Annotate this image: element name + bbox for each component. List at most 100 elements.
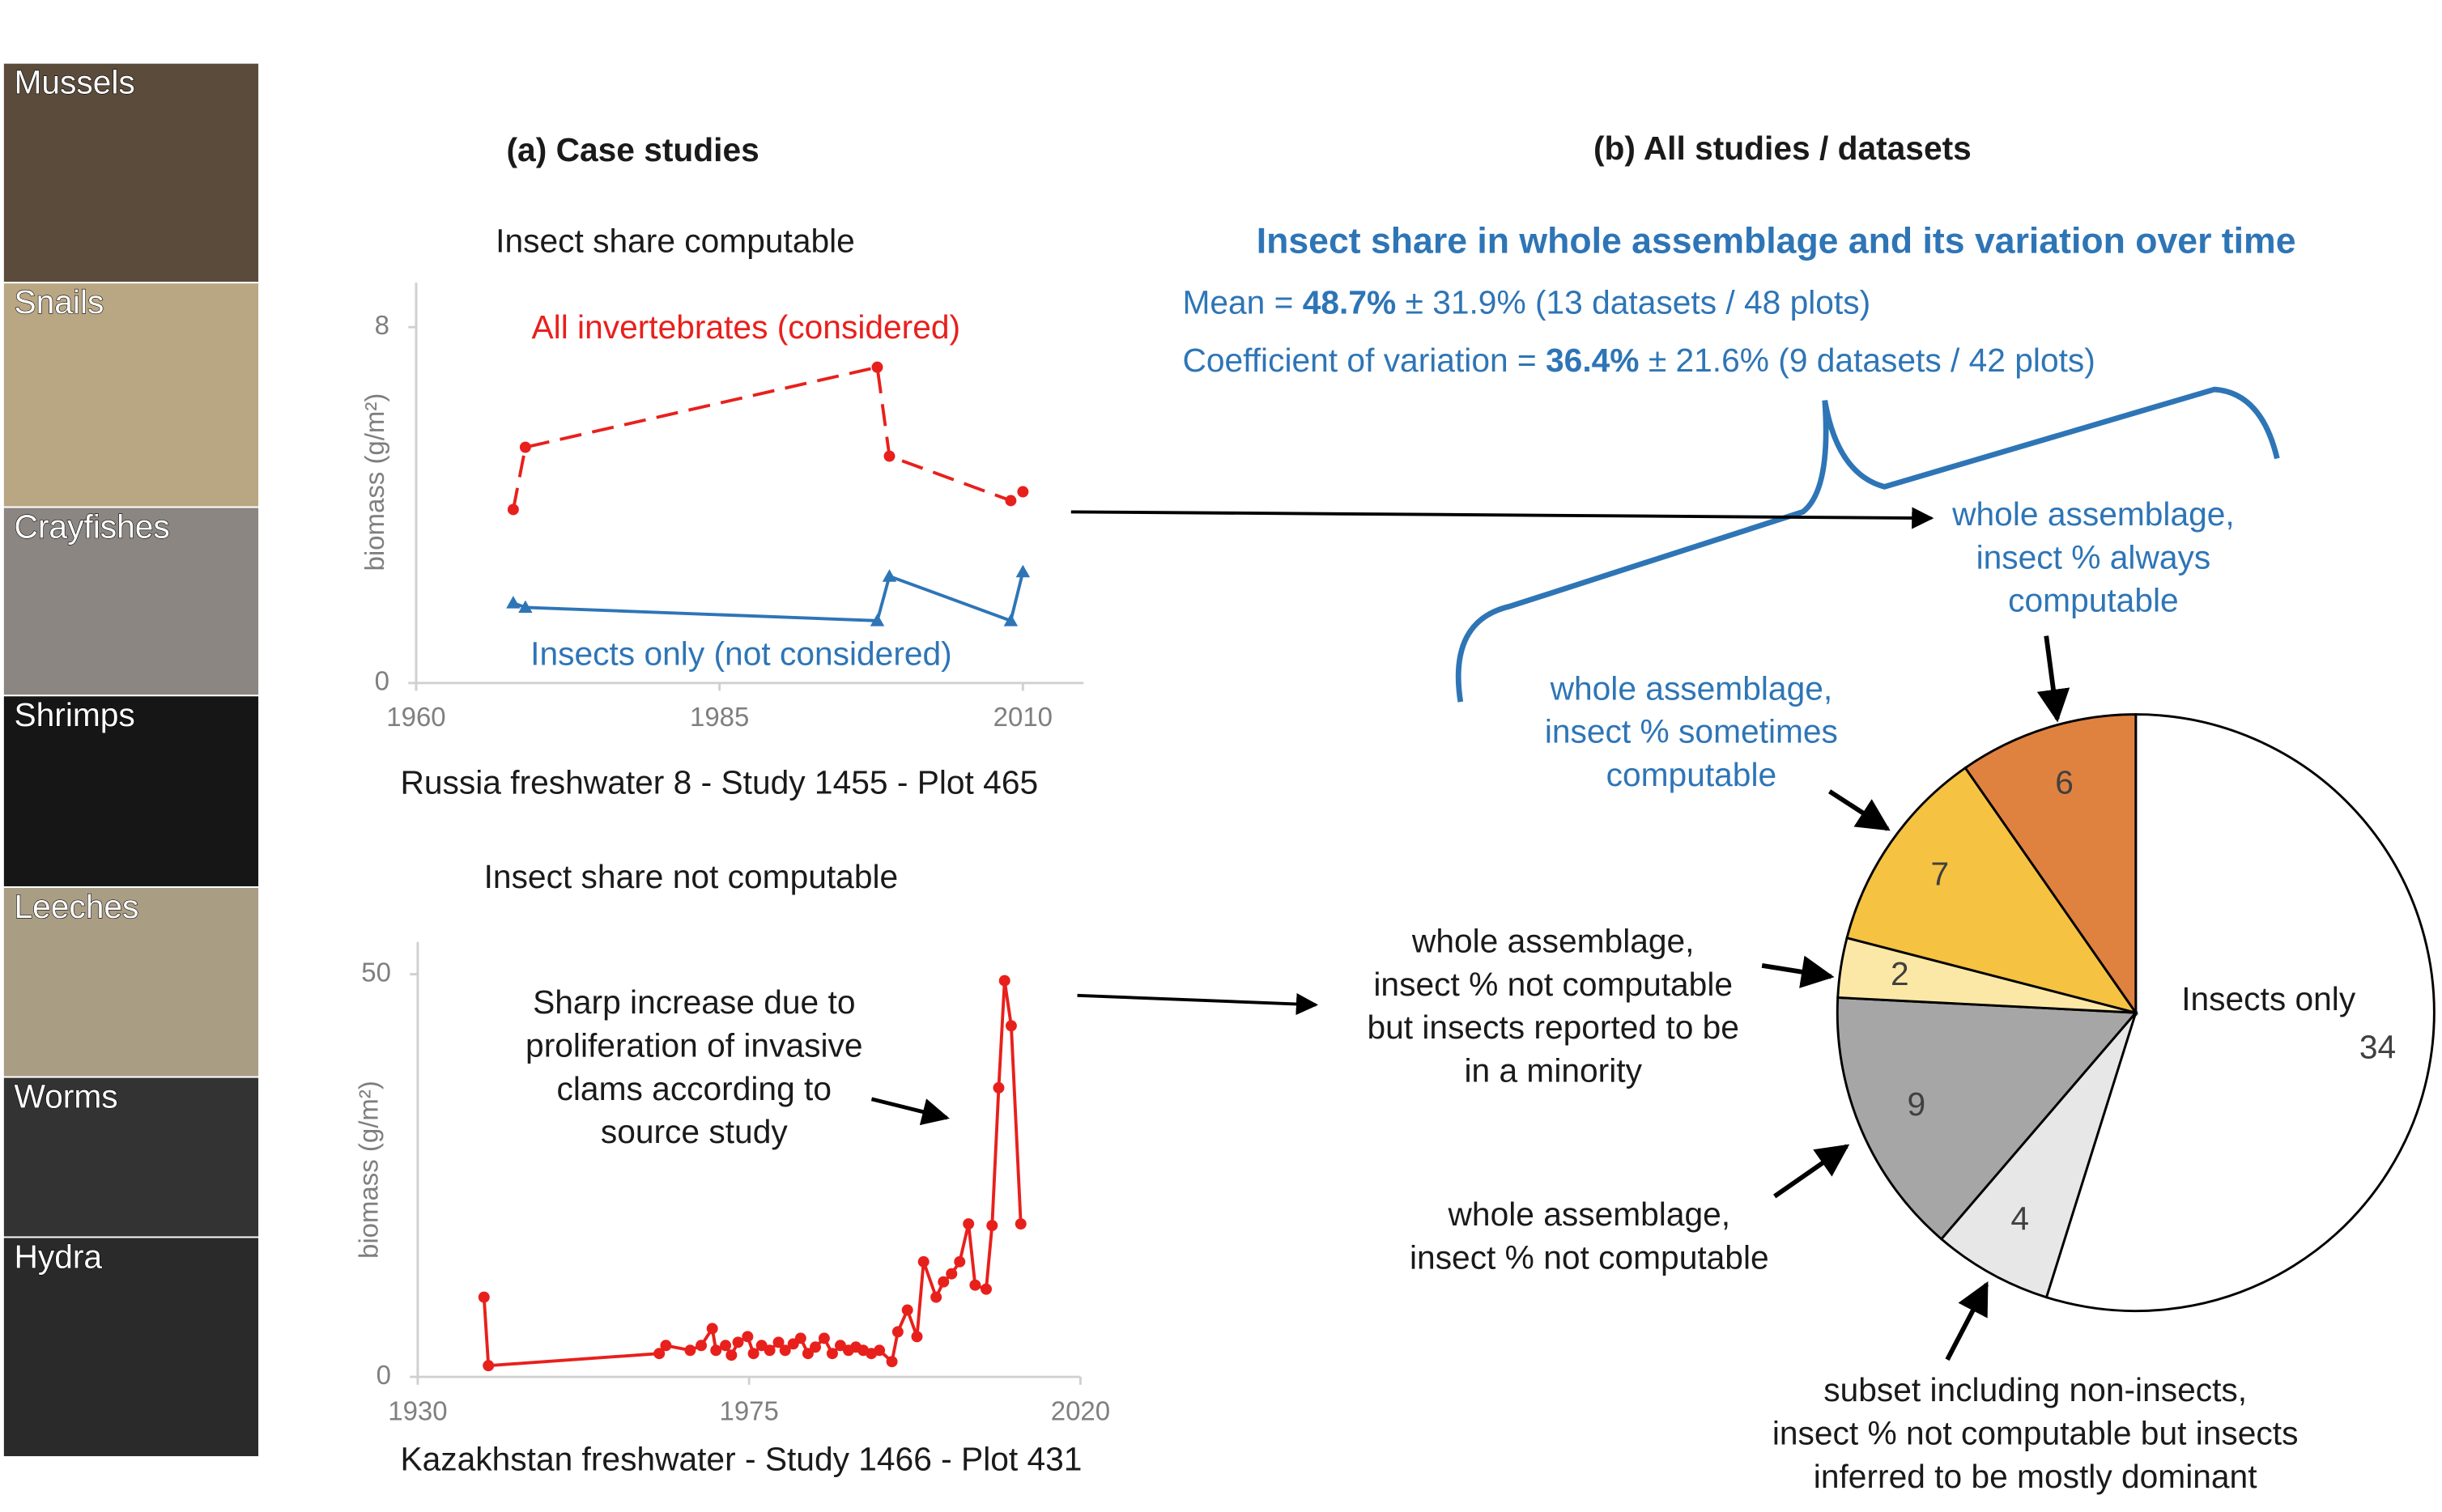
- legend-label: All invertebrates (considered): [531, 308, 960, 346]
- point: [725, 1349, 738, 1361]
- stat-value: 48.7%: [1303, 283, 1396, 321]
- x-tick-label: 2020: [1051, 1395, 1110, 1425]
- chart-title: Insect share computable: [496, 223, 855, 260]
- slice-value-label: 7: [1930, 855, 1949, 892]
- pie-note: whole assemblage,: [1550, 669, 1833, 707]
- photo: [2, 506, 260, 697]
- point: [1017, 486, 1029, 498]
- point: [1015, 564, 1031, 578]
- annotation: clams according to: [557, 1070, 832, 1107]
- point: [506, 596, 521, 609]
- point: [507, 503, 519, 516]
- x-tick-label: 1930: [388, 1395, 447, 1425]
- point: [684, 1344, 696, 1357]
- photo-label: Mussels: [14, 64, 134, 101]
- photo-label: Worms: [14, 1078, 117, 1115]
- pie-note: insect % not computable: [1373, 966, 1733, 1003]
- point: [1003, 614, 1019, 626]
- point: [901, 1304, 913, 1316]
- legend-label: Insects only (not considered): [530, 635, 952, 673]
- x-tick-label: 1985: [690, 702, 749, 732]
- photo: [2, 1236, 260, 1458]
- point: [954, 1255, 966, 1268]
- pointer-arrow: [870, 1097, 950, 1126]
- caption: Kazakhstan freshwater - Study 1466 - Plo…: [400, 1441, 1082, 1478]
- y-tick-label: 8: [375, 310, 389, 340]
- point: [874, 1344, 886, 1357]
- x-tick-label: 2010: [993, 702, 1053, 732]
- y-tick-label: 0: [375, 666, 389, 696]
- connector-arrow: [1077, 992, 1319, 1016]
- photo-label: Snails: [14, 283, 104, 321]
- point: [891, 1326, 904, 1338]
- slice-category-label: Insects only: [2181, 980, 2356, 1017]
- annotation: proliferation of invasive: [525, 1027, 862, 1064]
- point: [911, 1331, 923, 1343]
- photo-strip: Mussels Snails Crayfishes Shrimps Leeches Wor…: [2, 62, 260, 1458]
- point: [969, 1279, 981, 1291]
- point: [981, 1283, 992, 1295]
- pie-note: inferred to be mostly dominant: [1814, 1458, 2257, 1495]
- point: [706, 1323, 718, 1335]
- stat-rest: ± 31.9% (13 datasets / 48 plots): [1406, 283, 1871, 321]
- pie-note: insect % always: [1976, 538, 2211, 575]
- pie-note: in a minority: [1464, 1052, 1642, 1089]
- pointer-arrow: [1827, 789, 1891, 831]
- pie-slice: [1845, 766, 2139, 1015]
- stat-line: Coefficient of variation = 36.4% ± 21.6%…: [1182, 342, 2095, 379]
- photo-label: Shrimps: [14, 696, 134, 733]
- heading: Insect share in whole assemblage and its…: [1257, 222, 2296, 261]
- pie-note: whole assemblage,: [1448, 1196, 1731, 1233]
- photo: [2, 1076, 260, 1238]
- y-axis-label: biomass (g/m²): [353, 1081, 383, 1259]
- slice-value-label: 34: [2359, 1029, 2396, 1066]
- point: [993, 1081, 1005, 1094]
- point: [772, 1336, 785, 1348]
- point: [732, 1336, 744, 1348]
- point: [794, 1332, 806, 1344]
- stat-name: Coefficient of variation =: [1182, 342, 1536, 379]
- x-tick-label: 1975: [719, 1395, 778, 1425]
- panel-title: (b) All studies / datasets: [1593, 130, 1972, 167]
- stat-rest: ± 21.6% (9 datasets / 42 plots): [1649, 342, 2095, 379]
- series-line: [511, 365, 1024, 510]
- chart-title: Insect share not computable: [484, 858, 899, 895]
- point: [882, 569, 897, 582]
- point: [1005, 1020, 1017, 1032]
- pie-note: whole assemblage,: [1951, 495, 2235, 533]
- slice-value-label: 4: [2010, 1200, 2029, 1238]
- point: [917, 1255, 930, 1268]
- pie-note: but insects reported to be: [1367, 1009, 1739, 1046]
- pie-note: insect % not computable: [1410, 1238, 1769, 1276]
- pointer-arrow: [2036, 635, 2070, 723]
- pie-slice: [1939, 1012, 2138, 1299]
- pointer-arrow: [1773, 1144, 1850, 1199]
- annotation: Sharp increase due to: [533, 983, 855, 1021]
- point: [478, 1291, 490, 1303]
- stat-line: Mean = 48.7% ± 31.9% (13 datasets / 48 p…: [1182, 283, 1870, 321]
- slice-value-label: 2: [1891, 955, 1909, 992]
- connector-arrow: [1070, 507, 1934, 529]
- slice-value-label: 6: [2055, 764, 2074, 801]
- point: [779, 1344, 791, 1357]
- y-axis-label: biomass (g/m²): [359, 393, 389, 571]
- point: [998, 975, 1010, 987]
- pie-note: computable: [1606, 756, 1777, 793]
- point: [653, 1348, 666, 1360]
- pointer-arrow: [1945, 1281, 1989, 1361]
- point: [810, 1341, 821, 1353]
- point: [883, 450, 896, 462]
- point: [764, 1344, 776, 1357]
- point: [720, 1340, 732, 1352]
- pie-slice: [1963, 713, 2138, 1017]
- pie-slice: [2044, 713, 2436, 1313]
- photo-label: Crayfishes: [14, 508, 169, 546]
- point: [930, 1291, 942, 1303]
- point: [710, 1344, 722, 1357]
- point: [826, 1348, 838, 1360]
- point: [483, 1360, 495, 1372]
- point: [519, 441, 531, 453]
- y-tick-label: 50: [361, 957, 391, 987]
- point: [818, 1332, 830, 1344]
